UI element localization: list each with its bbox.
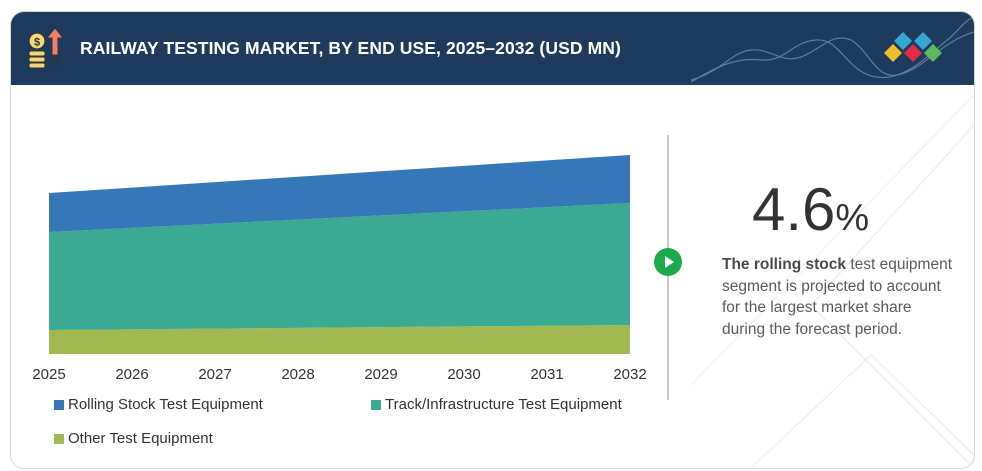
area-track-infrastructure xyxy=(49,203,630,330)
legend-swatch-track-infrastructure xyxy=(371,399,381,410)
x-tick-label: 2028 xyxy=(281,366,314,383)
area-rolling-stock xyxy=(49,155,630,232)
description-rest: test equipment segment is projected to a… xyxy=(722,256,952,338)
x-tick-label: 2031 xyxy=(530,366,563,383)
x-tick-label: 2030 xyxy=(447,366,480,383)
cagr-unit: % xyxy=(835,197,870,239)
brand-logo xyxy=(884,32,942,62)
area-other xyxy=(49,325,630,354)
x-tick-label: 2026 xyxy=(115,366,148,383)
legend-item-track-infrastructure: Track/Infrastructure Test Equipment xyxy=(371,396,622,413)
legend-label: Other Test Equipment xyxy=(68,430,213,447)
legend-label: Rolling Stock Test Equipment xyxy=(68,396,263,413)
decorative-background-lines xyxy=(691,94,974,468)
svg-text:$: $ xyxy=(34,37,40,49)
legend-swatch-rolling-stock xyxy=(54,399,64,410)
x-tick-label: 2029 xyxy=(364,366,397,383)
x-tick-label: 2027 xyxy=(198,366,231,383)
money-growth-icon: $ xyxy=(28,27,65,69)
legend-item-other: Other Test Equipment xyxy=(54,430,213,447)
description-bold: The rolling stock xyxy=(722,256,847,273)
play-icon[interactable] xyxy=(654,248,682,276)
legend-label: Track/Infrastructure Test Equipment xyxy=(385,396,622,413)
x-tick-label: 2025 xyxy=(32,366,65,383)
cagr-number: 4.6 xyxy=(752,176,836,243)
legend-item-rolling-stock: Rolling Stock Test Equipment xyxy=(54,396,263,413)
legend-swatch-other xyxy=(54,433,64,444)
decorative-waves xyxy=(691,16,974,83)
x-tick-label: 2032 xyxy=(613,366,646,383)
cagr-value: 4.6% xyxy=(752,178,869,250)
highlight-description: The rolling stock test equipment segment… xyxy=(722,254,952,340)
chart-title: RAILWAY TESTING MARKET, BY END USE, 2025… xyxy=(80,38,621,58)
header-bar: $ RAILWAY TESTING MARKET, BY END USE, 20… xyxy=(11,12,974,85)
